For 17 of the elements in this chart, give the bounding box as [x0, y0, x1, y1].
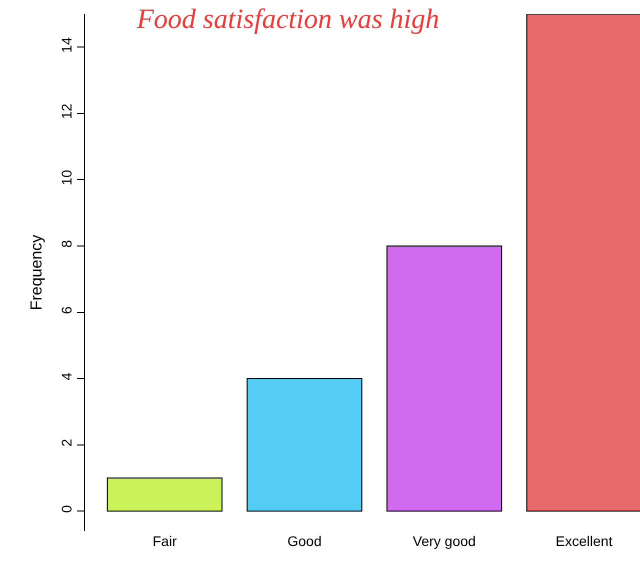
y-tick-label: 14 — [58, 37, 74, 53]
y-tick-label: 2 — [58, 438, 74, 447]
y-tick-label: 10 — [58, 170, 74, 186]
bar — [386, 245, 502, 512]
y-tick-label: 6 — [58, 306, 74, 314]
x-tick-label: Fair — [152, 533, 178, 549]
chart-title: Food satisfaction was high — [136, 4, 440, 36]
y-tick-label: 8 — [58, 240, 74, 248]
y-tick-label: 4 — [58, 372, 74, 380]
y-tick-label: 12 — [58, 103, 74, 120]
x-tick-label: Very good — [412, 533, 476, 549]
x-tick-label: Excellent — [556, 533, 613, 549]
y-axis-title: Frequency — [28, 234, 46, 310]
x-tick-label: Good — [287, 533, 322, 549]
bar — [106, 477, 222, 512]
bar — [246, 378, 362, 512]
y-tick-label: 0 — [58, 504, 74, 513]
